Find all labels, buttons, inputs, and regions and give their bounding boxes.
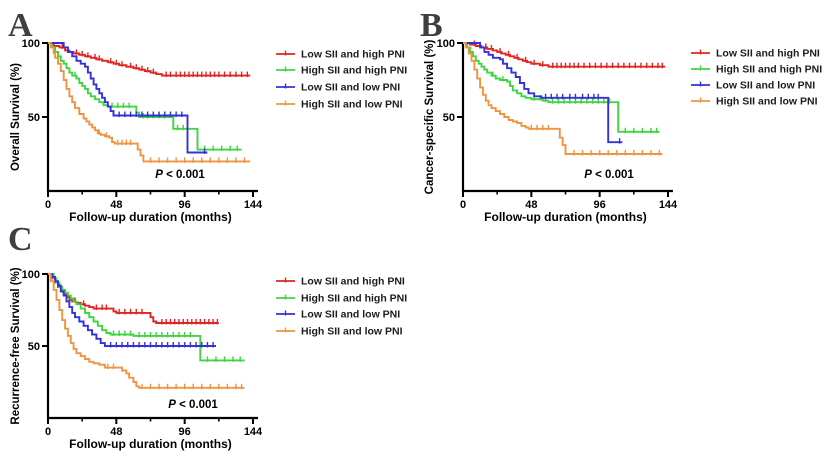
panel-letter-b: B	[420, 7, 443, 44]
panel-letter-c: C	[8, 221, 33, 258]
y-tick-label: 50	[28, 112, 40, 124]
km-curve-low-sii-and-low-pni	[48, 42, 208, 154]
p-value-annotation: P < 0.001	[168, 399, 218, 411]
panel-letter-a: A	[8, 7, 33, 44]
legend-label: Low SII and low PNI	[301, 309, 400, 321]
legend-item-low-sii-and-low-pni: Low SII and low PNI	[276, 82, 400, 94]
km-curve-high-sii-and-low-pni	[48, 42, 251, 163]
legend-item-low-sii-and-low-pni: Low SII and low PNI	[276, 309, 400, 321]
y-tick-label: 50	[28, 341, 40, 353]
legend-label: Low SII and high PNI	[716, 48, 820, 60]
x-tick-label: 144	[659, 199, 678, 211]
legend-item-low-sii-and-high-pni: Low SII and high PNI	[276, 276, 405, 288]
legend-item-high-sii-and-high-pni: High SII and high PNI	[276, 293, 407, 305]
legend-label: High SII and low PNI	[301, 326, 403, 338]
x-tick-label: 0	[460, 199, 466, 211]
y-tick-label: 50	[443, 112, 455, 124]
x-tick-label: 144	[244, 426, 263, 438]
legend-a: Low SII and high PNI High SII and high PN…	[276, 49, 407, 111]
legend-label: High SII and low PNI	[716, 96, 818, 108]
y-axis-label: Recurrence-free Survival (%)	[10, 267, 22, 424]
legend-item-high-sii-and-high-pni: High SII and high PNI	[691, 64, 822, 76]
y-tick-label: 100	[437, 38, 455, 50]
x-tick-label: 96	[179, 426, 191, 438]
x-tick-label: 144	[244, 199, 263, 211]
legend-label: Low SII and low PNI	[716, 80, 815, 92]
p-value-annotation: P < 0.001	[584, 169, 634, 181]
x-axis-label: Follow-up duration (months)	[484, 210, 647, 224]
km-curve-high-sii-and-low-pni	[463, 42, 663, 155]
legend-item-low-sii-and-high-pni: Low SII and high PNI	[691, 48, 820, 60]
y-axis-label: Cancer-specific Survival (%)	[424, 39, 436, 194]
legend-item-low-sii-and-low-pni: Low SII and low PNI	[691, 80, 815, 92]
legend-label: High SII and high PNI	[301, 65, 407, 77]
legend-item-high-sii-and-high-pni: High SII and high PNI	[276, 65, 407, 77]
x-axis-label: Follow-up duration (months)	[69, 437, 232, 451]
panel-c: C 100 50 0 48 96 144 Follow-up duration (months…	[8, 221, 407, 451]
legend-label: High SII and low PNI	[301, 99, 403, 111]
y-tick-label: 100	[22, 38, 40, 50]
x-tick-label: 96	[594, 199, 606, 211]
km-curve-high-sii-and-low-pni	[48, 273, 245, 389]
legend-label: High SII and high PNI	[301, 293, 407, 305]
legend-label: Low SII and low PNI	[301, 82, 400, 94]
x-tick-label: 48	[110, 426, 122, 438]
legend-label: High SII and high PNI	[716, 64, 822, 76]
y-axis-label: Overall Survival (%)	[10, 63, 22, 171]
x-tick-label: 48	[110, 199, 122, 211]
km-curve-low-sii-and-high-pni	[48, 42, 251, 77]
legend-label: Low SII and high PNI	[301, 276, 405, 288]
km-curve-high-sii-and-high-pni	[48, 42, 242, 151]
km-curve-low-sii-and-low-pni	[463, 42, 623, 144]
legend-item-high-sii-and-low-pni: High SII and low PNI	[276, 326, 403, 338]
km-curve-low-sii-and-low-pni	[48, 273, 216, 347]
legend-c: Low SII and high PNI High SII and high PN…	[276, 276, 407, 338]
x-tick-label: 96	[179, 199, 191, 211]
x-tick-label: 0	[45, 199, 51, 211]
km-curve-high-sii-and-high-pni	[463, 42, 660, 133]
x-tick-label: 48	[525, 199, 537, 211]
y-tick-label: 100	[22, 269, 40, 281]
x-axis-label: Follow-up duration (months)	[69, 210, 232, 224]
x-tick-label: 0	[45, 426, 51, 438]
p-value-annotation: P < 0.001	[155, 169, 205, 181]
legend-b: Low SII and high PNI High SII and high PN…	[691, 48, 822, 108]
legend-label: Low SII and high PNI	[301, 49, 405, 61]
legend-item-high-sii-and-low-pni: High SII and low PNI	[691, 96, 818, 108]
legend-item-high-sii-and-low-pni: High SII and low PNI	[276, 99, 403, 111]
legend-item-low-sii-and-high-pni: Low SII and high PNI	[276, 49, 405, 61]
